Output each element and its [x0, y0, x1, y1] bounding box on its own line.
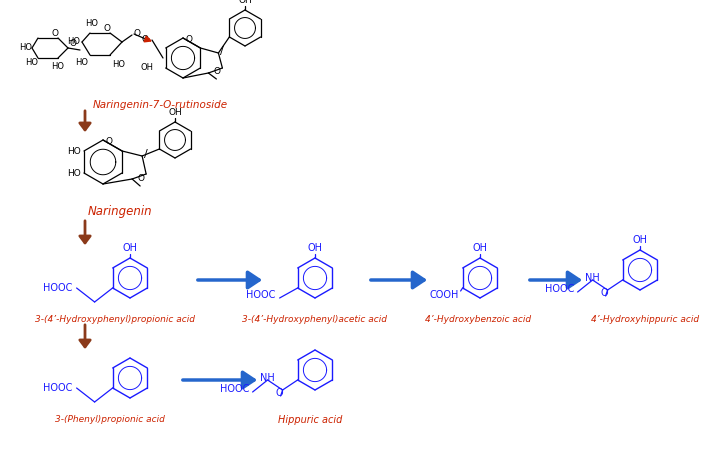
- Text: HO: HO: [86, 19, 99, 28]
- Text: 4’-Hydroxybenzoic acid: 4’-Hydroxybenzoic acid: [425, 315, 531, 324]
- Text: O: O: [51, 29, 58, 38]
- Text: O: O: [213, 67, 220, 76]
- Text: O: O: [137, 174, 144, 183]
- Text: HOOC: HOOC: [220, 384, 250, 394]
- Text: HO: HO: [67, 38, 80, 47]
- Text: O: O: [104, 24, 111, 33]
- Text: O: O: [185, 35, 192, 44]
- Text: NH: NH: [585, 273, 600, 283]
- Text: OH: OH: [632, 235, 648, 245]
- Text: 3-(4’-Hydroxyphenyl)propionic acid: 3-(4’-Hydroxyphenyl)propionic acid: [35, 315, 195, 324]
- Text: Naringenin: Naringenin: [88, 205, 152, 218]
- Text: O: O: [601, 288, 608, 298]
- Text: O: O: [134, 29, 141, 39]
- Text: HOOC: HOOC: [43, 383, 73, 393]
- Text: HOOC: HOOC: [43, 283, 73, 293]
- Text: HO: HO: [67, 169, 81, 178]
- Text: /: /: [220, 46, 224, 56]
- Text: O: O: [141, 35, 148, 44]
- Text: O: O: [105, 137, 112, 146]
- Text: OH: OH: [308, 243, 322, 253]
- Text: OH: OH: [141, 63, 154, 72]
- Text: HO: HO: [67, 146, 81, 155]
- Text: O: O: [70, 39, 77, 48]
- Text: 4’-Hydroxyhippuric acid: 4’-Hydroxyhippuric acid: [591, 315, 699, 324]
- Text: HOOC: HOOC: [545, 284, 575, 294]
- Text: OH: OH: [168, 108, 182, 117]
- Text: COOH: COOH: [429, 290, 458, 300]
- Text: HO: HO: [75, 58, 88, 67]
- Text: OH: OH: [238, 0, 252, 5]
- Text: HO: HO: [112, 60, 125, 69]
- Text: O: O: [275, 388, 283, 398]
- Text: Hippuric acid: Hippuric acid: [278, 415, 342, 425]
- Text: /: /: [144, 149, 148, 159]
- Text: HO: HO: [25, 58, 38, 67]
- Text: 3-(Phenyl)propionic acid: 3-(Phenyl)propionic acid: [55, 415, 165, 424]
- Text: HO: HO: [51, 62, 64, 71]
- Text: NH: NH: [260, 373, 275, 383]
- Text: HO: HO: [19, 43, 32, 53]
- Text: OH: OH: [472, 243, 487, 253]
- Text: OH: OH: [123, 243, 137, 253]
- Text: HOOC: HOOC: [246, 290, 275, 300]
- Text: 3-(4’-Hydroxyphenyl)acetic acid: 3-(4’-Hydroxyphenyl)acetic acid: [243, 315, 388, 324]
- Text: Naringenin-7-O-rutinoside: Naringenin-7-O-rutinoside: [93, 100, 228, 110]
